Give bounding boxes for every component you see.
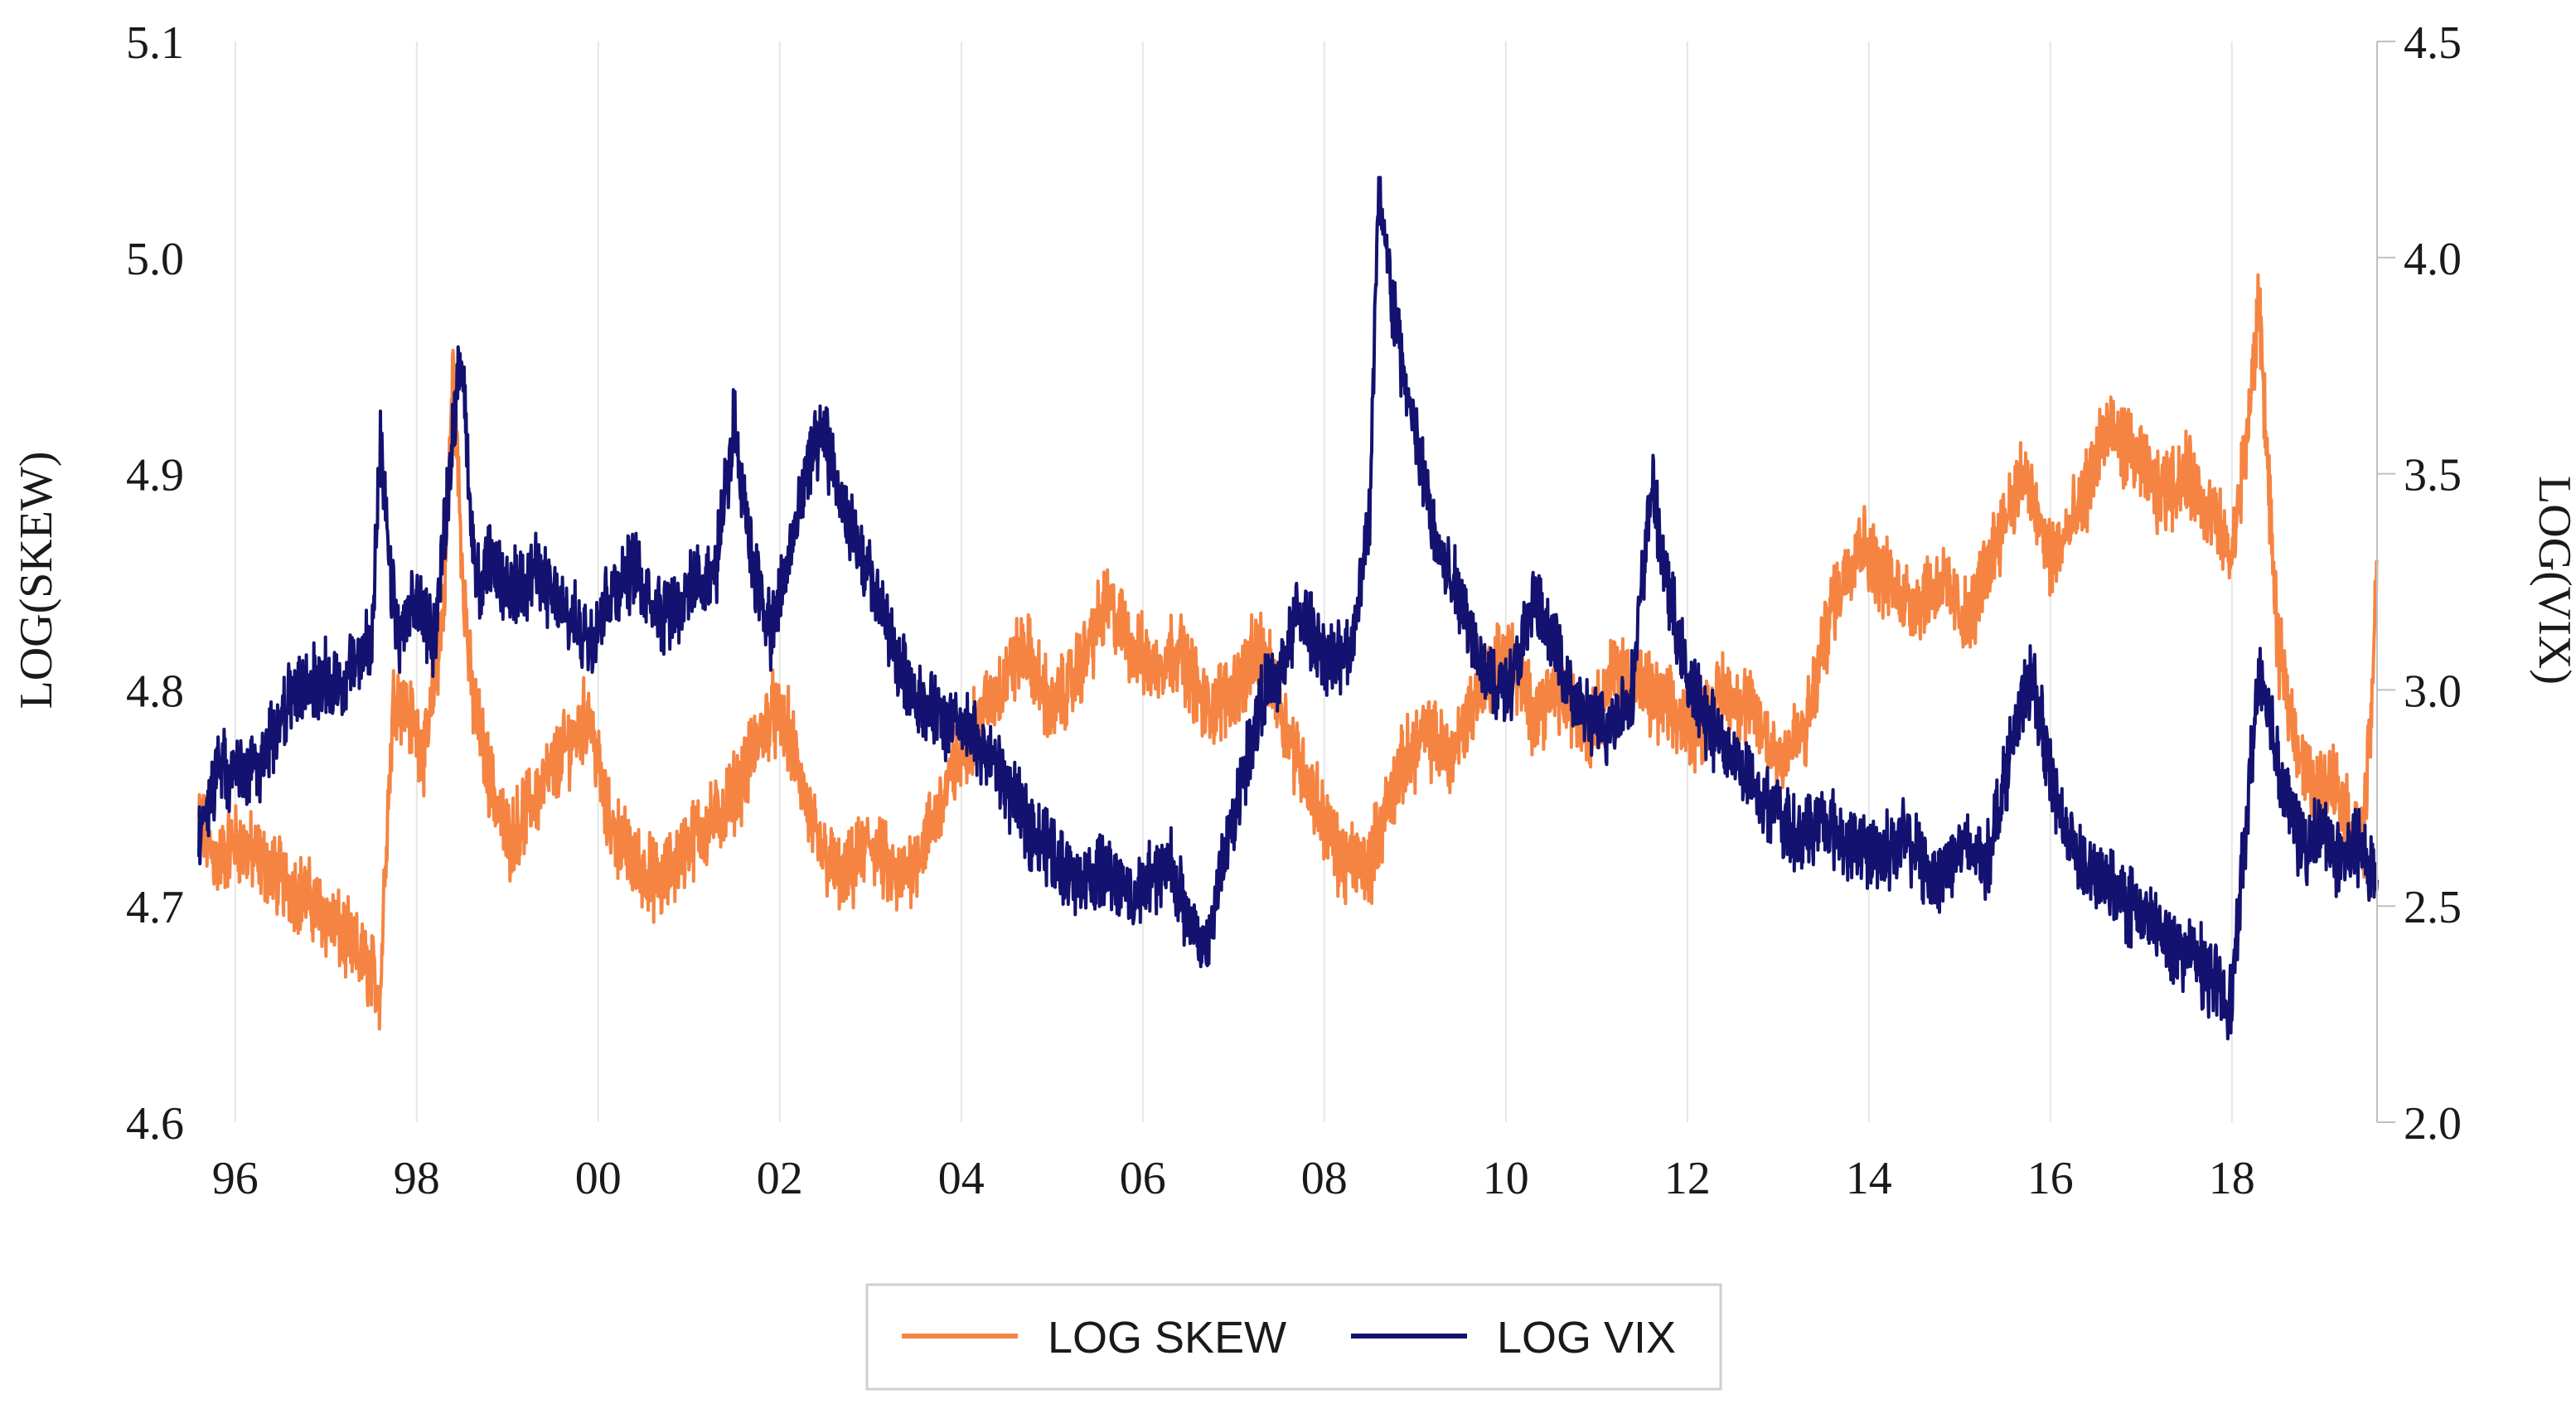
x-tick-label: 10 (1483, 1153, 1529, 1204)
grid (234, 41, 2233, 1122)
series-line-log-vix (197, 176, 2379, 1041)
left-tick-label: 5.1 (126, 17, 184, 69)
right-axis-ticks: 2.0 2.5 3.0 3.5 4.0 4.5 (2377, 17, 2462, 1150)
series-layer (197, 176, 2379, 1041)
series-line-log-skew (197, 273, 2379, 1031)
x-tick-label: 18 (2209, 1153, 2255, 1204)
x-tick-label: 14 (1846, 1153, 1892, 1204)
right-tick-label: 4.0 (2404, 234, 2462, 285)
left-tick-label: 4.7 (126, 882, 184, 933)
x-tick-label: 00 (575, 1153, 622, 1204)
x-tick-label: 96 (212, 1153, 259, 1204)
left-tick-label: 4.9 (126, 450, 184, 501)
x-tick-label: 12 (1664, 1153, 1711, 1204)
legend-label-log-vix: LOG VIX (1497, 1313, 1676, 1363)
x-tick-label: 16 (2027, 1153, 2074, 1204)
left-axis-ticks: 4.6 4.7 4.8 4.9 5.0 5.1 (126, 17, 184, 1150)
x-tick-label: 08 (1301, 1153, 1348, 1204)
left-axis-title: LOG(SKEW) (11, 451, 62, 709)
legend-label-log-skew: LOG SKEW (1048, 1313, 1286, 1363)
right-tick-label: 4.5 (2404, 17, 2462, 69)
right-tick-label: 3.5 (2404, 450, 2462, 501)
x-tick-label: 98 (394, 1153, 440, 1204)
x-tick-label: 06 (1120, 1153, 1166, 1204)
right-tick-label: 2.5 (2404, 882, 2462, 933)
left-tick-label: 5.0 (126, 234, 184, 285)
right-tick-label: 3.0 (2404, 666, 2462, 717)
x-tick-label: 02 (757, 1153, 803, 1204)
x-axis-ticks: 96 98 00 02 04 06 08 10 12 14 16 18 (212, 1153, 2255, 1204)
left-tick-label: 4.8 (126, 666, 184, 717)
legend: LOG SKEW LOG VIX (865, 1283, 1722, 1391)
left-tick-label: 4.6 (126, 1098, 184, 1150)
x-tick-label: 04 (938, 1153, 985, 1204)
right-axis-title: LOG(VIX) (2529, 476, 2576, 685)
right-tick-label: 2.0 (2404, 1098, 2462, 1150)
